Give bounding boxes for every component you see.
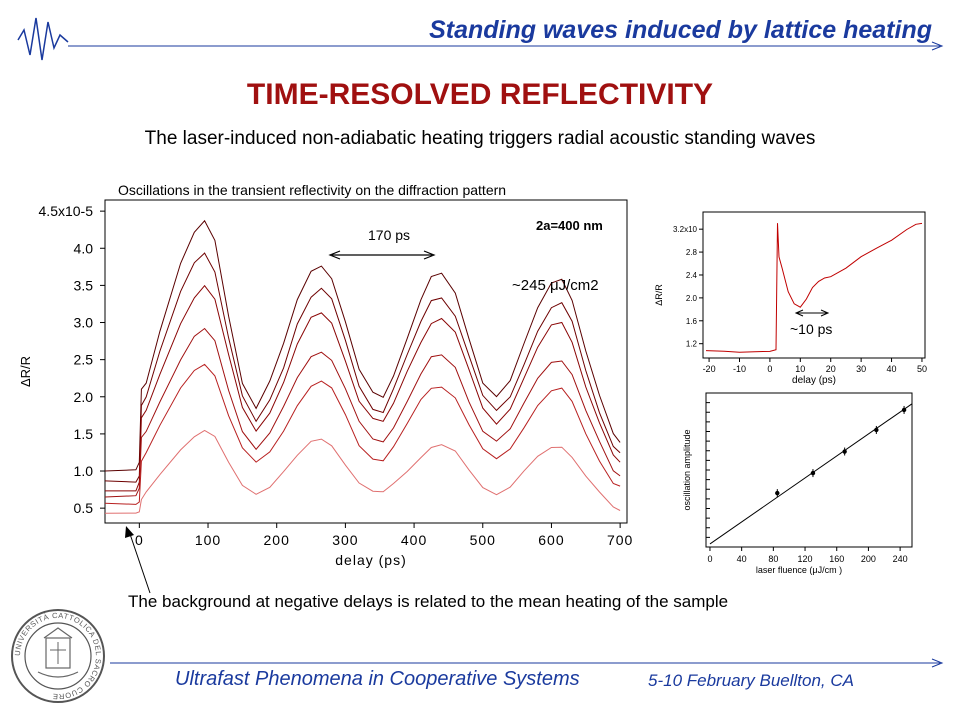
fluence-y-axis-label: oscillation amplitude (682, 429, 692, 510)
footer-rule (110, 658, 944, 668)
y-tick-label: 3.5 (74, 277, 94, 293)
inset-x-tick-label: 40 (887, 364, 897, 374)
period-arrow (328, 250, 436, 260)
footer-conference: Ultrafast Phenomena in Cooperative Syste… (175, 668, 580, 690)
fluence-label: ~245 μJ/cm2 (512, 277, 599, 294)
fluence-plot-frame (705, 392, 913, 548)
footer-date-location: 5-10 February Buellton, CA (648, 671, 854, 690)
header-title: Standing waves induced by lattice heatin… (429, 16, 932, 44)
chart-caption: Oscillations in the transient reflectivi… (118, 182, 507, 198)
inset-period-arrow (794, 309, 830, 317)
inset-x-tick-label: -10 (733, 364, 746, 374)
fluence-x-tick-label: 240 (893, 554, 908, 564)
y-tick-label: 0.5 (74, 500, 94, 516)
data-series-1 (104, 219, 621, 472)
data-point (874, 427, 879, 433)
inset-y-tick-label: 3.2x10 (673, 225, 698, 234)
inset-plot-frame (702, 211, 926, 359)
x-tick-label: 400 (401, 532, 427, 548)
inset-x-tick-label: 10 (795, 364, 805, 374)
slide-subtitle: The laser-induced non-adiabatic heating … (144, 128, 816, 149)
university-seal-logo: UNIVERSITÀ CATTOLICA DEL SACRO CUORE (11, 609, 105, 703)
x-tick-label: 100 (195, 532, 221, 548)
data-series-4 (104, 327, 621, 498)
header-arrowhead-icon (931, 41, 944, 51)
fluence-x-axis-label: laser fluence (μJ/cm ) (756, 565, 842, 575)
slide-title: TIME-RESOLVED REFLECTIVITY (246, 78, 714, 111)
data-series-5 (104, 363, 621, 505)
main-plot-frame (104, 199, 628, 524)
x-tick-label: 200 (264, 532, 290, 548)
bottom-note: The background at negative delays is rel… (128, 592, 729, 611)
x-axis-label: delay (ps) (335, 552, 406, 568)
fluence-x-tick-label: 160 (829, 554, 844, 564)
fit-line (709, 403, 913, 545)
inset-x-tick-label: 50 (917, 364, 927, 374)
x-tick-label: 500 (470, 532, 496, 548)
y-tick-label: 2.5 (74, 352, 94, 368)
y-tick-label: 3.0 (74, 315, 94, 331)
y-tick-label: 2.0 (74, 389, 94, 405)
fluence-x-tick-label: 200 (861, 554, 876, 564)
data-point (901, 407, 907, 413)
header-decoration (17, 17, 944, 61)
inset-y-tick-label: 2.4 (686, 271, 698, 280)
inset-data-series (705, 222, 923, 353)
inset-period-label: ~10 ps (790, 321, 832, 337)
data-point (775, 490, 780, 496)
x-tick-label: 0 (135, 532, 144, 548)
inset-x-tick-label: -20 (703, 364, 716, 374)
data-series-3 (105, 284, 621, 492)
inset-y-tick-label: 1.2 (686, 340, 698, 349)
data-series-2 (104, 252, 621, 483)
fluence-x-tick-label: 120 (798, 554, 813, 564)
inset-x-tick-label: 20 (826, 364, 836, 374)
inset-x-tick-label: 30 (856, 364, 866, 374)
period-label: 170 ps (368, 227, 410, 243)
inset-x-axis-label: delay (ps) (792, 375, 836, 386)
x-tick-label: 300 (332, 532, 358, 548)
inset-x-tick-label: 0 (767, 364, 772, 374)
fluence-x-tick-label: 0 (707, 554, 712, 564)
footer-arrowhead-icon (931, 658, 944, 668)
pointer-arrow-line (129, 533, 151, 594)
inset-y-axis-label: ΔR/R (654, 284, 664, 306)
wave-icon (17, 17, 69, 61)
x-tick-label: 600 (538, 532, 564, 548)
pointer-arrowhead-icon (125, 526, 134, 538)
data-point (810, 470, 816, 476)
size-label: 2a=400 nm (536, 218, 603, 233)
inset-y-tick-label: 2.0 (686, 294, 698, 303)
data-series-6 (104, 429, 621, 514)
data-point (842, 449, 847, 454)
y-tick-label: 1.0 (74, 463, 94, 479)
y-tick-label: 4.0 (74, 240, 94, 256)
x-tick-label: 700 (607, 532, 633, 548)
inset-y-tick-label: 2.8 (686, 248, 698, 257)
fluence-x-tick-label: 80 (768, 554, 778, 564)
y-tick-label: 1.5 (74, 426, 94, 442)
y-axis-label: ΔR/R (18, 356, 33, 387)
inset-y-tick-label: 1.6 (686, 317, 698, 326)
fluence-x-tick-label: 40 (737, 554, 747, 564)
y-tick-label: 4.5x10-5 (39, 203, 94, 219)
